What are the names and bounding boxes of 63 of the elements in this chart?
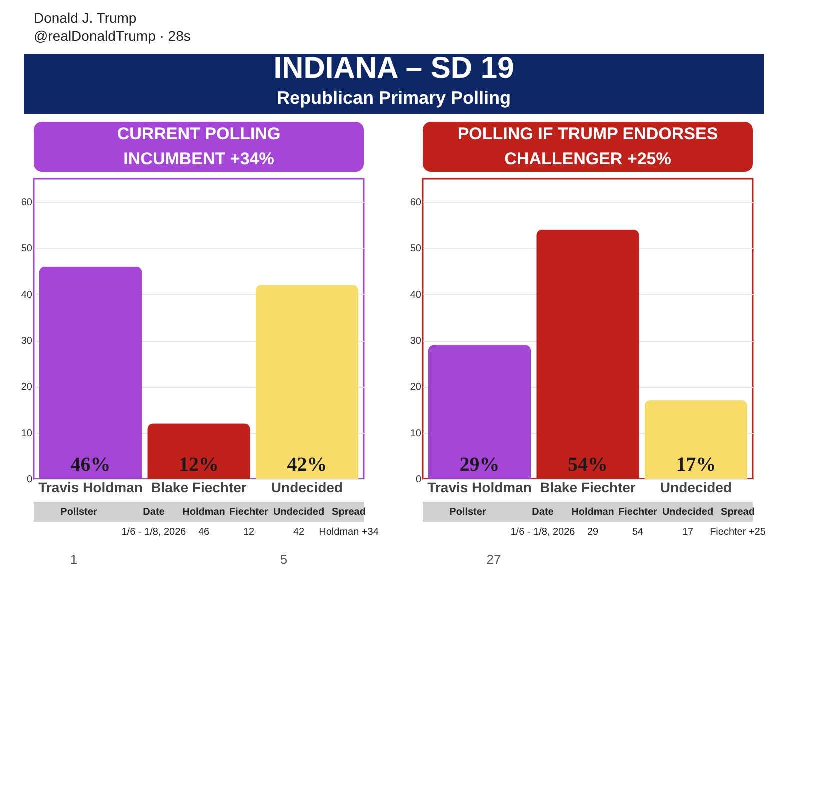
bar xyxy=(428,345,532,479)
data-label: 54% xyxy=(568,454,608,476)
text: Undecided xyxy=(662,507,714,518)
bar xyxy=(644,400,748,479)
text: Spread xyxy=(721,507,755,518)
data-label: 17% xyxy=(676,454,716,476)
data-label: 12% xyxy=(179,454,219,476)
text: Holdman xyxy=(572,507,614,518)
chart-title: CURRENT POLLING xyxy=(117,124,281,144)
y-tick-label: 20 xyxy=(21,382,33,394)
text: Donald J. Trump xyxy=(34,10,137,26)
y-tick-label: 40 xyxy=(410,290,422,301)
y-tick-label: 0 xyxy=(26,474,33,486)
y-tick-label: 60 xyxy=(410,198,422,209)
text: Holdman +34 xyxy=(319,527,380,538)
chart-title: POLLING IF TRUMP ENDORSES xyxy=(458,124,718,144)
y-tick-label: 30 xyxy=(21,336,33,348)
y-tick-label: 10 xyxy=(21,428,33,440)
text: Pollster xyxy=(450,507,486,518)
x-tick-label: Blake Fiechter xyxy=(151,480,248,496)
y-tick-label: 60 xyxy=(21,198,33,209)
text: 12 xyxy=(243,527,255,538)
text: Undecided xyxy=(273,507,325,518)
text: 46 xyxy=(198,527,210,538)
text: 1 xyxy=(70,552,78,567)
text: @realDonaldTrump · 28s xyxy=(34,28,191,44)
text: Republican Primary Polling xyxy=(276,88,512,108)
text: Fiechter +25 xyxy=(710,527,766,538)
data-label: 42% xyxy=(287,454,328,476)
chart-subtitle: INCUMBENT +34% xyxy=(124,150,274,168)
x-tick-label: Blake Fiechter xyxy=(540,480,636,496)
x-tick-label: Travis Holdman xyxy=(428,480,532,496)
x-tick-label: Travis Holdman xyxy=(38,480,143,496)
y-tick-label: 30 xyxy=(410,336,422,348)
text: 1/6 - 1/8, 2026 xyxy=(122,527,187,538)
chart-subtitle: CHALLENGER +25% xyxy=(504,150,672,168)
y-tick-label: 0 xyxy=(416,474,422,486)
text: 17 xyxy=(682,527,694,538)
text: 54 xyxy=(632,527,644,538)
bar xyxy=(148,424,250,479)
data-label: 29% xyxy=(460,454,500,476)
text: Date xyxy=(532,507,554,518)
y-tick-label: 50 xyxy=(410,244,422,255)
y-tick-label: 50 xyxy=(21,244,33,255)
x-tick-label: Undecided xyxy=(660,480,732,496)
x-tick-label: Undecided xyxy=(271,480,343,496)
text: Date xyxy=(143,507,166,518)
text: 1/6 - 1/8, 2026 xyxy=(510,527,576,538)
y-tick-label: 10 xyxy=(410,428,422,440)
text: Pollster xyxy=(60,507,98,518)
y-tick-label: 20 xyxy=(410,382,422,394)
text: 27 xyxy=(486,552,502,567)
bar xyxy=(256,285,359,479)
text: Spread xyxy=(332,507,366,518)
text: 42 xyxy=(293,527,305,538)
text: Fiechter xyxy=(230,507,269,518)
text: Holdman xyxy=(182,507,226,518)
data-label: 46% xyxy=(70,454,111,476)
text: 29 xyxy=(587,527,599,538)
y-tick-label: 40 xyxy=(21,290,33,301)
text: Fiechter xyxy=(618,507,658,518)
text: INDIANA – SD 19 xyxy=(274,52,514,85)
text: 5 xyxy=(280,552,288,567)
